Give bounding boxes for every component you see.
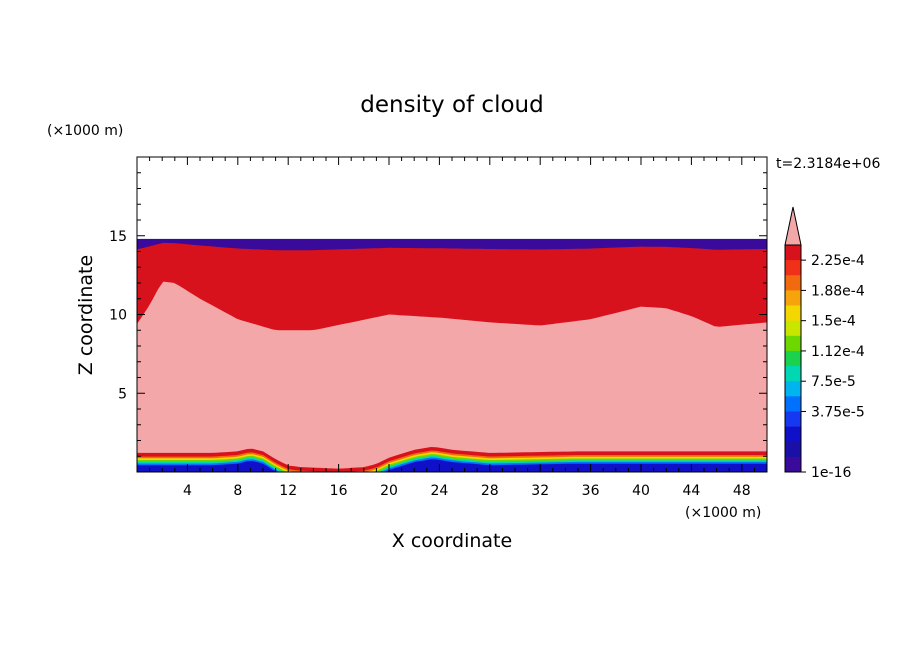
colorbar-swatch bbox=[785, 411, 801, 428]
contour-field bbox=[137, 238, 767, 472]
colorbar-label: 1e-16 bbox=[811, 465, 851, 481]
colorbar-swatch bbox=[785, 426, 801, 443]
colorbar-label: 2.25e-4 bbox=[811, 253, 865, 269]
y-axis-title: Z coordinate bbox=[75, 255, 97, 375]
colorbar-swatch bbox=[785, 456, 801, 473]
colorbar-label: 7.5e-5 bbox=[811, 374, 856, 390]
x-tick-label: 12 bbox=[279, 483, 297, 499]
x-unit-label: (×1000 m) bbox=[685, 505, 761, 521]
colorbar-label: 3.75e-5 bbox=[811, 404, 865, 420]
x-tick-label: 16 bbox=[330, 483, 348, 499]
colorbar-swatch bbox=[785, 260, 801, 276]
x-tick-label: 44 bbox=[682, 483, 700, 499]
colorbar-swatch bbox=[785, 381, 801, 397]
chart-title: density of cloud bbox=[360, 92, 543, 118]
contour-band-lower bbox=[137, 459, 767, 472]
colorbar-swatch bbox=[785, 441, 801, 458]
colorbar-swatch bbox=[785, 290, 801, 306]
x-tick-label: 32 bbox=[531, 483, 549, 499]
colorbar-label: 1.12e-4 bbox=[811, 344, 865, 360]
colorbar-swatch bbox=[785, 350, 801, 367]
y-tick-label: 15 bbox=[109, 229, 127, 245]
x-axis-title: X coordinate bbox=[392, 530, 512, 552]
colorbar-overflow-triangle bbox=[784, 206, 802, 246]
y-tick-label: 5 bbox=[118, 386, 127, 402]
colorbar-swatch bbox=[785, 275, 801, 291]
y-tick-label: 10 bbox=[109, 308, 127, 324]
x-tick-label: 8 bbox=[233, 483, 242, 499]
colorbar-swatch bbox=[785, 335, 801, 352]
colorbar-swatch bbox=[785, 305, 801, 322]
x-tick-label: 20 bbox=[380, 483, 398, 499]
colorbar: 2.25e-4 1.88e-4 1.5e-4 1.12e-4 7.5e-5 3.75e-5… bbox=[784, 206, 865, 481]
colorbar-swatch bbox=[785, 245, 801, 261]
colorbar-label: 1.88e-4 bbox=[811, 283, 865, 299]
x-tick-label: 48 bbox=[733, 483, 751, 499]
colorbar-frame bbox=[784, 244, 802, 473]
colorbar-swatch bbox=[785, 366, 801, 382]
y-unit-label: (×1000 m) bbox=[47, 123, 123, 139]
x-tick-label: 36 bbox=[582, 483, 600, 499]
x-tick-label: 24 bbox=[430, 483, 448, 499]
time-label: t=2.3184e+06 bbox=[776, 156, 880, 172]
x-tick-label: 40 bbox=[632, 483, 650, 499]
x-tick-label: 4 bbox=[183, 483, 192, 499]
colorbar-swatch bbox=[785, 320, 801, 337]
cloud-core bbox=[137, 281, 767, 469]
colorbar-swatch bbox=[785, 396, 801, 412]
colorbar-label: 1.5e-4 bbox=[811, 314, 856, 330]
x-tick-label: 28 bbox=[481, 483, 499, 499]
